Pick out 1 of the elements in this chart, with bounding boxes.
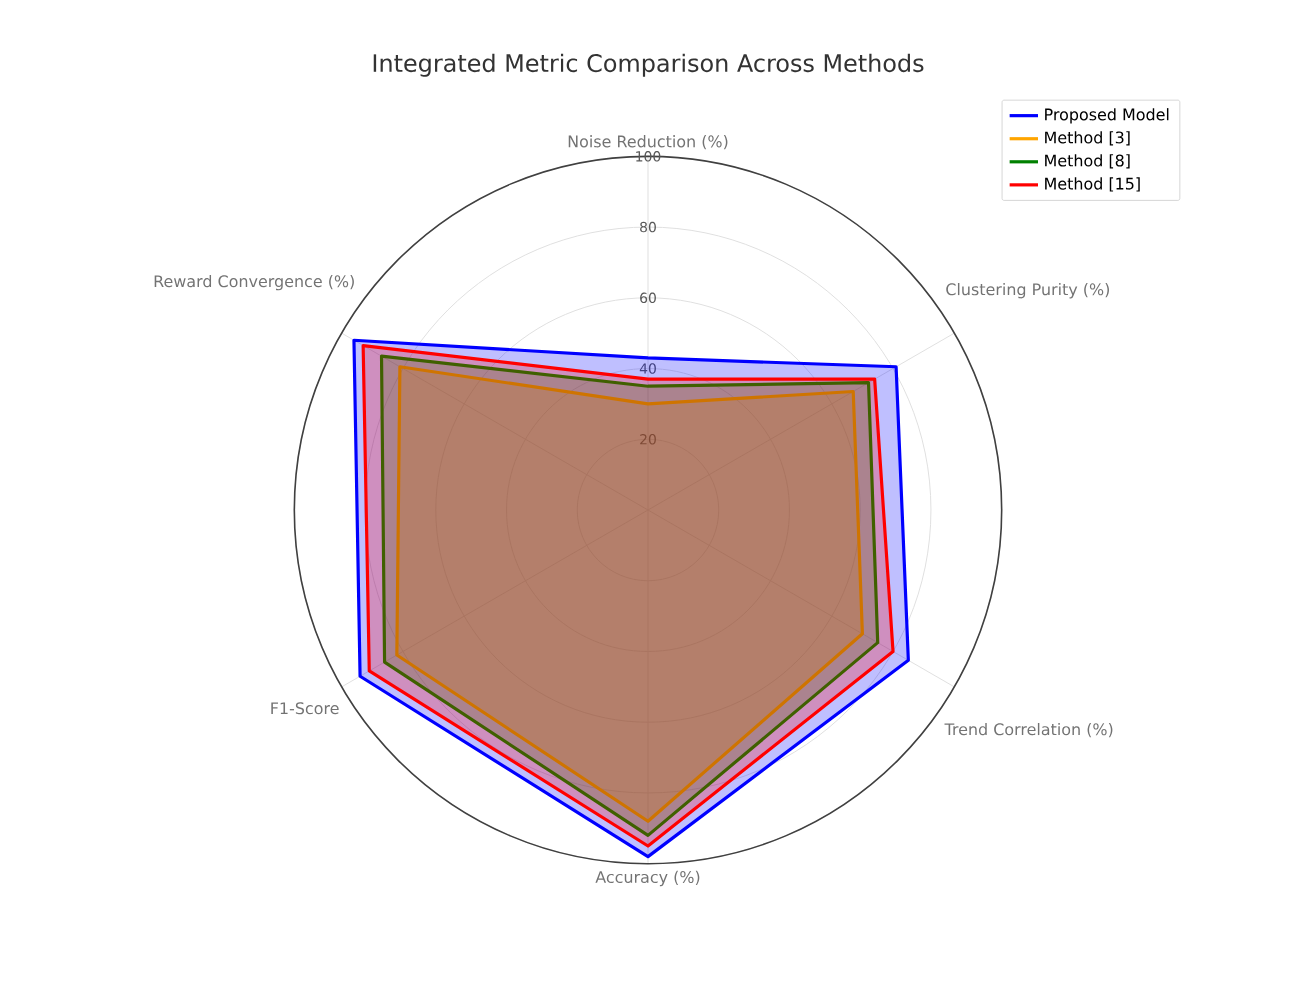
chart-title: Integrated Metric Comparison Across Methods [373,53,924,77]
